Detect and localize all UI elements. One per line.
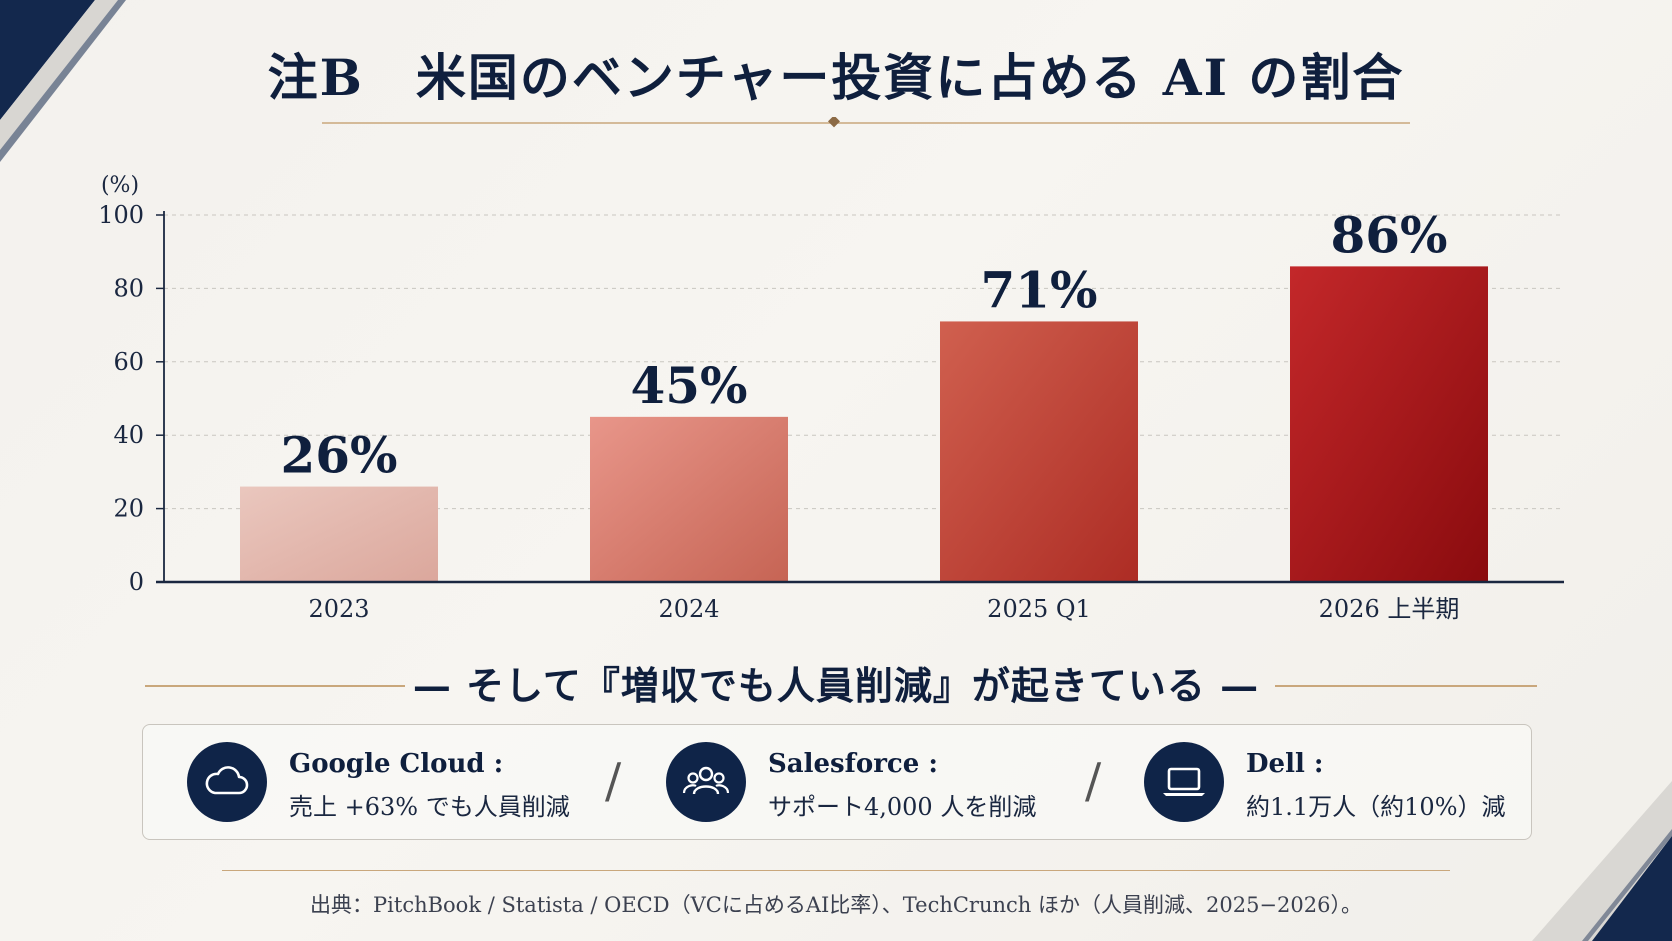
x-tick-label: 2023 [308, 595, 369, 623]
corner-decoration-top-left [0, 0, 126, 162]
laptop-icon [1144, 742, 1224, 822]
source-note: 出典：PitchBook / Statista / OECD（VCに占めるAI比… [310, 893, 1362, 917]
example-name: Google Cloud : [289, 749, 504, 779]
x-tick-label: 2024 [658, 595, 719, 623]
footer-divider [222, 870, 1450, 871]
data-label: 45% [630, 356, 747, 415]
data-label: 71% [980, 260, 1097, 319]
y-tick-label: 40 [113, 421, 144, 449]
y-tick-label: 80 [113, 274, 144, 302]
bar [1290, 266, 1488, 582]
page-title: 注B 米国のベンチャー投資に占める AI の割合 [267, 48, 1405, 107]
y-tick-label: 20 [113, 495, 144, 523]
corner-decoration-bottom-right [1532, 781, 1672, 941]
y-tick-label: 60 [113, 348, 144, 376]
y-tick-label: 0 [129, 568, 144, 596]
y-tick-label: 100 [98, 201, 144, 229]
separator-slash: / [605, 753, 622, 809]
example-name: Salesforce : [768, 749, 938, 779]
y-axis-label: (%) [101, 173, 139, 198]
title-divider [322, 117, 1410, 128]
cloud-icon [187, 742, 267, 822]
people-icon [666, 742, 746, 822]
subtitle: — そして『増収でも人員削減』が起きている — [412, 663, 1260, 708]
bar [590, 416, 788, 582]
data-label: 26% [280, 426, 397, 485]
subtitle-rule-right [1275, 685, 1537, 687]
x-tick-label: 2026 上半期 [1319, 595, 1460, 623]
example-name: Dell : [1246, 749, 1324, 779]
separator-slash: / [1085, 753, 1102, 809]
bar [240, 486, 438, 582]
data-label: 86% [1330, 205, 1447, 264]
subtitle-section: — そして『増収でも人員削減』が起きている — [0, 655, 1672, 715]
example-desc: 売上 +63% でも人員削減 [289, 793, 570, 821]
x-tick-label: 2025 Q1 [987, 595, 1091, 623]
subtitle-rule-left [145, 685, 405, 687]
bar [940, 321, 1138, 582]
example-desc: 約1.1万人（約10%）減 [1246, 793, 1506, 821]
examples-panel: Google Cloud : 売上 +63% でも人員削減 / Salesfor… [142, 724, 1532, 840]
bar-chart: 0 20 40 60 80 100 (%) 26% 2023 45% 2024 71% 2025 Q1 8… [98, 173, 1564, 623]
example-desc: サポート4,000 人を削減 [768, 793, 1037, 821]
